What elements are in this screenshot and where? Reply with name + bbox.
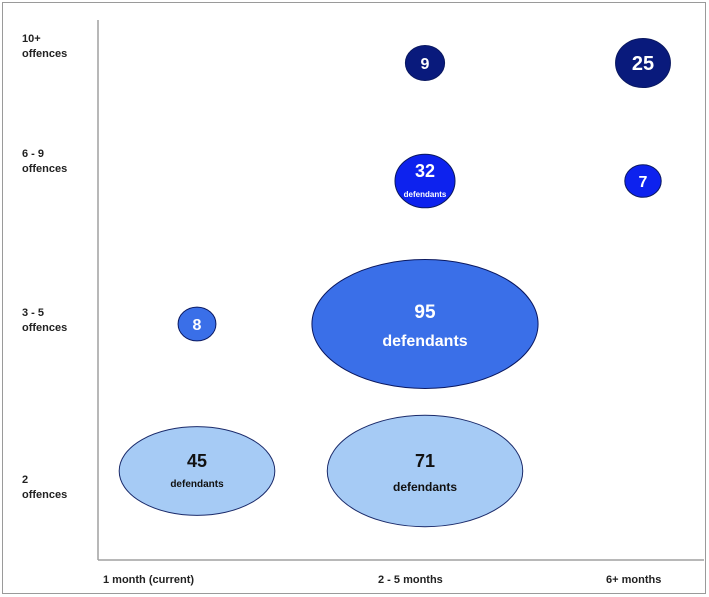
y-label-3-5-line2: offences bbox=[22, 322, 68, 334]
bubble-6-9-2-5-months bbox=[394, 153, 456, 209]
y-label-6-9-line2: offences bbox=[22, 163, 68, 175]
y-label-3-5-line1: 3 - 5 bbox=[22, 307, 45, 319]
bubble-value-2-1-month-current: 45 bbox=[187, 451, 207, 471]
y-label-2-line1: 2 bbox=[22, 474, 29, 486]
bubble-value-2-2-5-months: 71 bbox=[415, 451, 435, 471]
y-label-2-line2: offences bbox=[22, 489, 68, 501]
bubble-value-10-plus-6+-months: 25 bbox=[632, 53, 654, 75]
bubble-6-9-6+-months bbox=[624, 164, 662, 198]
bubble-label-6-9-2-5-months: defendants bbox=[404, 190, 447, 199]
x-label-2-5-months: 2 - 5 months bbox=[378, 574, 443, 586]
bubble-value-10-plus-2-5-months: 9 bbox=[421, 56, 430, 73]
y-label-10-plus: 10+ offences bbox=[22, 32, 67, 62]
y-label-6-9-line1: 6 - 9 bbox=[22, 148, 45, 160]
bubble-value-3-5-1-month-current: 8 bbox=[193, 317, 202, 334]
x-label-6-plus-months: 6+ months bbox=[606, 574, 662, 586]
bubble-value-6-9-6+-months: 7 bbox=[639, 174, 648, 191]
bubble-2-1-month-current bbox=[118, 426, 276, 516]
bubble-label-3-5-2-5-months: defendants bbox=[382, 333, 467, 350]
bubble-value-3-5-2-5-months: 95 bbox=[414, 302, 436, 323]
bubble-3-5-1-month-current bbox=[177, 306, 217, 342]
y-label-10-plus-line2: offences bbox=[22, 48, 68, 60]
bubble-2-2-5-months bbox=[326, 414, 524, 528]
x-label-1-month: 1 month (current) bbox=[103, 574, 195, 586]
y-label-2: 2 offences bbox=[22, 473, 67, 503]
y-label-6-9: 6 - 9 offences bbox=[22, 147, 67, 177]
bubble-10-plus-6+-months bbox=[615, 38, 671, 88]
y-label-10-plus-line1: 10+ bbox=[22, 33, 41, 45]
bubble-10-plus-2-5-months bbox=[404, 45, 446, 81]
bubble-label-2-2-5-months: defendants bbox=[393, 480, 457, 494]
bubble-label-2-1-month-current: defendants bbox=[170, 479, 224, 490]
bubble-value-6-9-2-5-months: 32 bbox=[415, 161, 435, 181]
bubble-3-5-2-5-months bbox=[311, 259, 539, 389]
y-label-3-5: 3 - 5 offences bbox=[22, 306, 67, 336]
